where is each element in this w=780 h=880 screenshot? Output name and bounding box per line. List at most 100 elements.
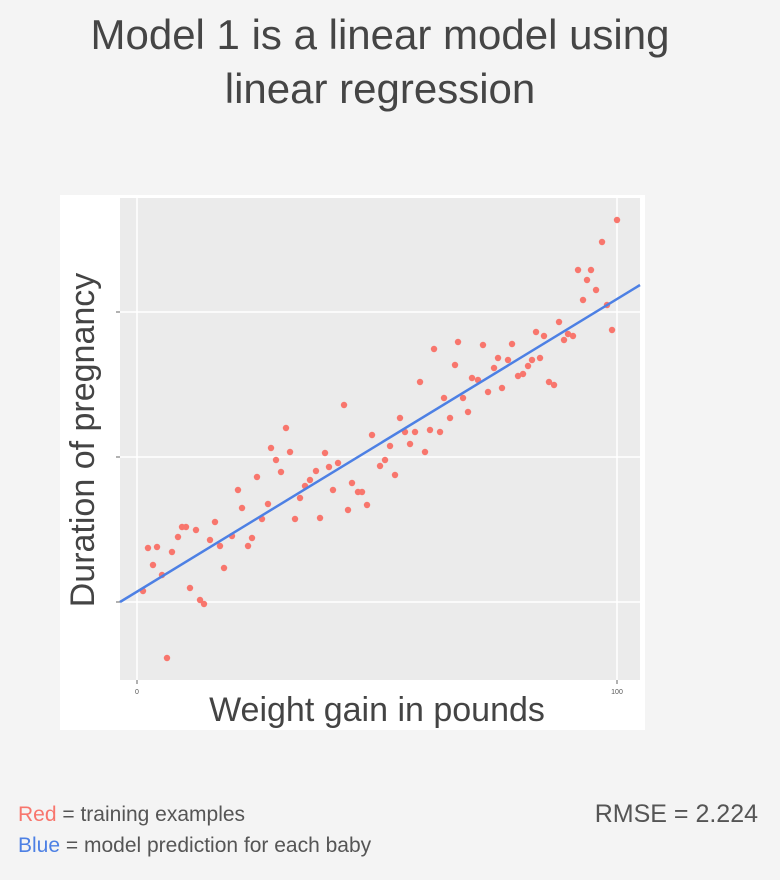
point [220, 564, 228, 572]
point [248, 534, 256, 542]
point [368, 431, 376, 439]
point [200, 600, 208, 608]
point [272, 456, 280, 464]
point [386, 442, 394, 450]
x-tick-label: 100 [611, 689, 623, 696]
point [592, 286, 600, 294]
point [490, 364, 498, 372]
point [508, 340, 516, 348]
point [363, 501, 371, 509]
point [579, 296, 587, 304]
rmse: RMSE = 2.224 [594, 800, 758, 828]
point [376, 462, 384, 470]
point [560, 336, 568, 344]
point [234, 486, 242, 494]
point [583, 276, 591, 284]
y-axis-label: Duration of pregnancy [64, 273, 102, 608]
point [574, 266, 582, 274]
point [598, 238, 606, 246]
point [514, 372, 522, 380]
point [550, 381, 558, 389]
point [421, 448, 429, 456]
point [613, 216, 621, 224]
point [459, 394, 467, 402]
legend-text: = model prediction for each baby [65, 834, 372, 857]
point [163, 654, 171, 662]
point [282, 424, 290, 432]
point [325, 463, 333, 471]
legend-key: Blue [18, 834, 61, 857]
point [406, 440, 414, 448]
point [174, 533, 182, 541]
plot-panel [120, 198, 640, 680]
point [348, 479, 356, 487]
legend-blue: Blue = model prediction for each baby [18, 834, 371, 858]
point [440, 394, 448, 402]
point [144, 544, 152, 552]
point [396, 414, 404, 422]
legend-text: = training examples [62, 803, 246, 826]
point [587, 266, 595, 274]
point [524, 362, 532, 370]
point [446, 414, 454, 422]
point [306, 476, 314, 484]
point [206, 536, 214, 544]
point [316, 514, 324, 522]
legend-red: Red = training examples [18, 803, 245, 827]
title: Model 1 is a linear model using linear r… [90, 11, 670, 112]
point [430, 345, 438, 353]
point [182, 523, 190, 531]
point [436, 428, 444, 436]
point [192, 526, 200, 534]
point [536, 354, 544, 362]
point [504, 356, 512, 364]
point [244, 542, 252, 550]
point [555, 318, 563, 326]
point [168, 548, 176, 556]
point [494, 354, 502, 362]
point [277, 468, 285, 476]
x-axis-label: Weight gain in pounds [209, 691, 545, 729]
point [411, 428, 419, 436]
point [321, 449, 329, 457]
point [479, 341, 487, 349]
point [149, 561, 157, 569]
point [329, 486, 337, 494]
point [540, 332, 548, 340]
legend-key: Red [18, 803, 57, 826]
point [186, 584, 194, 592]
point [498, 384, 506, 392]
point [291, 515, 299, 523]
point [391, 471, 399, 479]
point [569, 332, 577, 340]
point [564, 330, 572, 338]
point [519, 370, 527, 378]
point [216, 542, 224, 550]
point [454, 338, 462, 346]
point [608, 326, 616, 334]
point [286, 448, 294, 456]
x-tick-label: 0 [135, 689, 139, 696]
point [416, 378, 424, 386]
point [545, 378, 553, 386]
point [196, 596, 204, 604]
point [153, 543, 161, 551]
point [340, 401, 348, 409]
point [484, 388, 492, 396]
point [358, 488, 366, 496]
point [211, 518, 219, 526]
point [253, 473, 261, 481]
point [468, 374, 476, 382]
point [296, 494, 304, 502]
point [344, 506, 352, 514]
fit-line [119, 283, 641, 604]
point [264, 500, 272, 508]
point [426, 426, 434, 434]
point [238, 504, 246, 512]
point [381, 456, 389, 464]
point [334, 459, 342, 467]
point [528, 356, 536, 364]
point [451, 361, 459, 369]
